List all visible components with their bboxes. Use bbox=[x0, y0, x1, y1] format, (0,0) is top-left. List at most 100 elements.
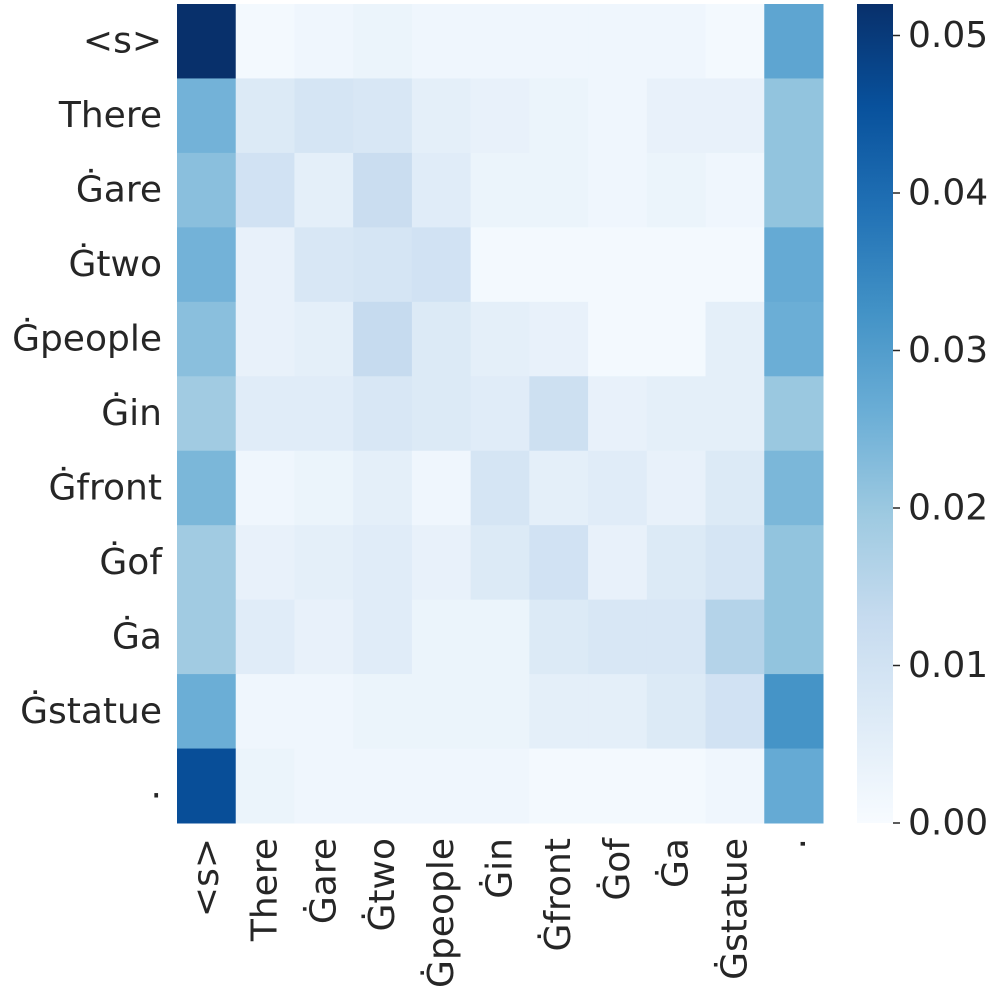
row-label-9: Ġstatue bbox=[20, 690, 162, 732]
heatmap-cell-r1-c8 bbox=[646, 78, 707, 154]
heatmap-cell-r6-c9 bbox=[705, 450, 765, 526]
heatmap-cell-r2-c1 bbox=[235, 152, 295, 228]
heatmap-cell-r3-c8 bbox=[646, 227, 707, 303]
heatmap-cell-r0-c10 bbox=[764, 4, 824, 79]
heatmap-cell-r0-c9 bbox=[705, 4, 765, 79]
heatmap-cell-r6-c2 bbox=[294, 450, 354, 526]
heatmap-cell-r1-c9 bbox=[705, 78, 765, 154]
heatmap-cell-r5-c6 bbox=[529, 376, 589, 452]
colorbar-gradient bbox=[857, 4, 893, 823]
heatmap-cell-r4-c6 bbox=[529, 301, 589, 377]
heatmap-cell-r0-c5 bbox=[470, 4, 530, 79]
heatmap-cell-r7-c5 bbox=[470, 525, 530, 601]
column-label-9: Ġstatue bbox=[713, 838, 755, 980]
heatmap-cell-r10-c4 bbox=[411, 748, 472, 824]
heatmap-cell-r9-c3 bbox=[353, 674, 413, 750]
row-label-0: <s> bbox=[83, 21, 162, 62]
heatmap-cell-r0-c2 bbox=[294, 4, 354, 79]
heatmap-cell-r2-c6 bbox=[529, 152, 589, 228]
heatmap-cell-r3-c2 bbox=[294, 227, 354, 303]
colorbar-tick-label-1: 0.01 bbox=[908, 645, 988, 686]
heatmap-cell-r6-c6 bbox=[529, 450, 589, 526]
heatmap-cell-r2-c9 bbox=[705, 152, 765, 228]
heatmap-cell-r6-c8 bbox=[646, 450, 707, 526]
heatmap-cell-r4-c2 bbox=[294, 301, 354, 377]
heatmap-cell-r6-c4 bbox=[411, 450, 472, 526]
row-label-6: Ġfront bbox=[48, 466, 162, 508]
heatmap-cell-r6-c0 bbox=[177, 450, 237, 526]
heatmap-cell-r9-c4 bbox=[411, 674, 472, 750]
heatmap-cell-r5-c0 bbox=[177, 376, 237, 452]
heatmap-cell-r8-c7 bbox=[588, 599, 648, 675]
heatmap-cell-r10-c1 bbox=[235, 748, 295, 824]
heatmap-cell-r9-c0 bbox=[177, 674, 237, 750]
colorbar-ticks: 0.00 0.01 0.02 0.03 0.04 0.05 bbox=[893, 15, 988, 844]
heatmap-cell-r4-c1 bbox=[235, 301, 295, 377]
heatmap-cell-r3-c7 bbox=[588, 227, 648, 303]
heatmap-cell-r5-c8 bbox=[646, 376, 707, 452]
heatmap-cell-r4-c5 bbox=[470, 301, 530, 377]
heatmap-cell-r10-c5 bbox=[470, 748, 530, 824]
heatmap-cell-r9-c2 bbox=[294, 674, 354, 750]
heatmap-cell-r10-c10 bbox=[764, 748, 824, 824]
heatmap-cell-r2-c7 bbox=[588, 152, 648, 228]
row-labels: <s> There Ġare Ġtwo Ġpeople Ġin Ġfront Ġof Ġa Ġst… bbox=[12, 21, 163, 807]
heatmap-cell-r8-c0 bbox=[177, 599, 237, 675]
heatmap-cell-r0-c0 bbox=[177, 4, 237, 79]
heatmap-cell-r10-c9 bbox=[705, 748, 765, 824]
heatmap-cell-r8-c3 bbox=[353, 599, 413, 675]
colorbar-tick-label-3: 0.03 bbox=[908, 330, 988, 371]
heatmap-cell-r7-c2 bbox=[294, 525, 354, 601]
heatmap-cell-r4-c10 bbox=[764, 301, 824, 377]
heatmap-cell-r0-c3 bbox=[353, 4, 413, 79]
row-label-1: There bbox=[58, 95, 162, 136]
heatmap-cell-r3-c4 bbox=[411, 227, 472, 303]
heatmap-cell-r1-c10 bbox=[764, 78, 824, 154]
heatmap-cell-r6-c3 bbox=[353, 450, 413, 526]
heatmap-cell-r3-c1 bbox=[235, 227, 295, 303]
column-label-8: Ġa bbox=[655, 838, 697, 888]
heatmap-cell-r4-c4 bbox=[411, 301, 472, 377]
heatmap-cell-r4-c8 bbox=[646, 301, 707, 377]
heatmap-cell-r2-c10 bbox=[764, 152, 824, 228]
heatmap-cell-r6-c10 bbox=[764, 450, 824, 526]
heatmap-cell-r4-c3 bbox=[353, 301, 413, 377]
heatmap-cell-r10-c0 bbox=[177, 748, 237, 824]
row-label-5: Ġin bbox=[101, 392, 162, 434]
row-label-8: Ġa bbox=[112, 615, 162, 657]
heatmap-cell-r4-c7 bbox=[588, 301, 648, 377]
colorbar-tick-label-4: 0.04 bbox=[908, 173, 988, 214]
colorbar-tick-label-0: 0.00 bbox=[908, 803, 988, 844]
heatmap-cell-r2-c3 bbox=[353, 152, 413, 228]
heatmap-cell-r9-c7 bbox=[588, 674, 648, 750]
heatmap-cell-r6-c1 bbox=[235, 450, 295, 526]
heatmap-cell-r8-c6 bbox=[529, 599, 589, 675]
heatmap-cell-r2-c0 bbox=[177, 152, 237, 228]
heatmap-cell-r10-c6 bbox=[529, 748, 589, 824]
heatmap-cell-r10-c8 bbox=[646, 748, 707, 824]
column-label-0: <s> bbox=[186, 838, 227, 917]
heatmap-cell-r0-c6 bbox=[529, 4, 589, 79]
column-label-2: Ġare bbox=[302, 838, 344, 924]
heatmap-cell-r7-c6 bbox=[529, 525, 589, 601]
colorbar-tick-label-5: 0.05 bbox=[908, 15, 988, 56]
heatmap-cell-r1-c3 bbox=[353, 78, 413, 154]
heatmap-cell-r7-c9 bbox=[705, 525, 765, 601]
heatmap-cell-r3-c3 bbox=[353, 227, 413, 303]
heatmap-cell-r8-c10 bbox=[764, 599, 824, 675]
heatmap-cell-r9-c6 bbox=[529, 674, 589, 750]
heatmap-cell-r9-c5 bbox=[470, 674, 530, 750]
heatmap-cell-r1-c6 bbox=[529, 78, 589, 154]
heatmap-cell-r5-c4 bbox=[411, 376, 472, 452]
heatmap-cell-r5-c3 bbox=[353, 376, 413, 452]
heatmap-cell-r0-c4 bbox=[411, 4, 472, 79]
heatmap-cell-r9-c1 bbox=[235, 674, 295, 750]
heatmap-cell-r2-c2 bbox=[294, 152, 354, 228]
colorbar-tick-label-2: 0.02 bbox=[908, 488, 988, 529]
row-label-3: Ġtwo bbox=[69, 243, 162, 285]
heatmap-cell-r10-c7 bbox=[588, 748, 648, 824]
column-label-7: Ġof bbox=[596, 837, 638, 901]
column-label-10: . bbox=[773, 838, 814, 849]
heatmap-cell-r1-c7 bbox=[588, 78, 648, 154]
heatmap-cell-r10-c2 bbox=[294, 748, 354, 824]
